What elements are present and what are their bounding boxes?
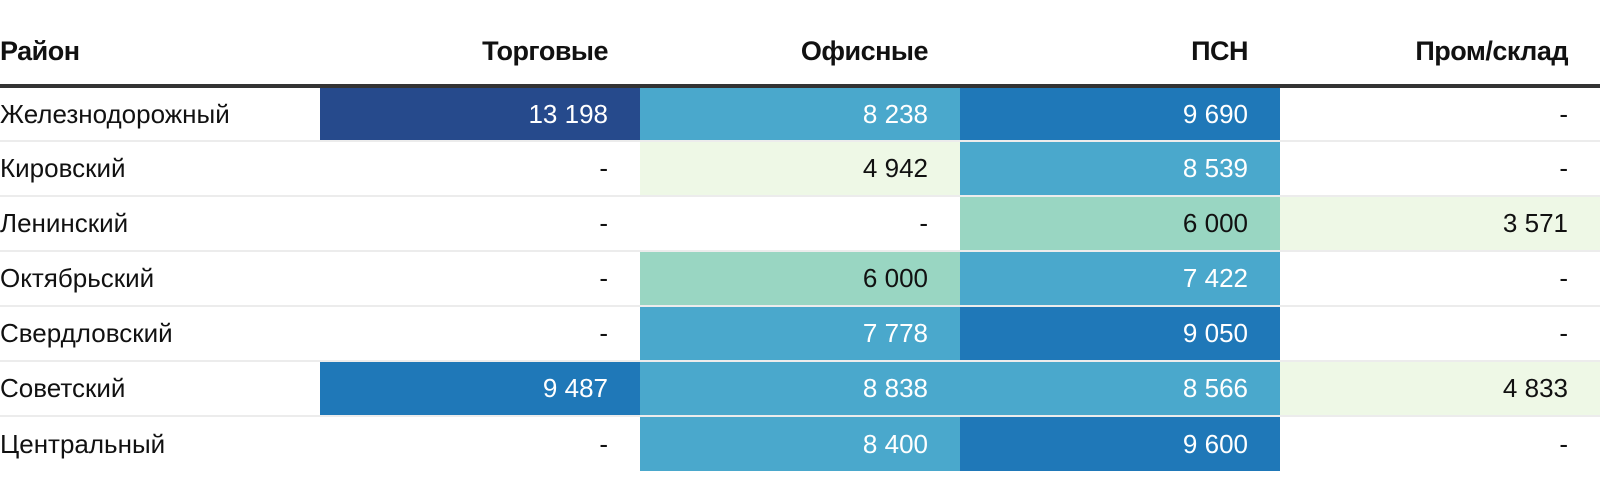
table-row: Октябрьский -6 000 7 422-	[0, 251, 1600, 307]
district-label: Советский	[0, 361, 320, 417]
heat-cell-psn: 8 539	[960, 141, 1280, 197]
heat-cell-psn: 9 050	[960, 306, 1280, 362]
heat-cell-psn: 9 690	[960, 86, 1280, 142]
empty-cell-retail: -	[320, 251, 640, 307]
empty-cell-industrial: -	[1559, 428, 1568, 459]
heat-cell-office: 8 238	[640, 86, 960, 142]
empty-cell-office: -	[640, 196, 960, 252]
table-row: Кировский -4 942 8 539-	[0, 141, 1600, 197]
empty-cell-retail: -	[320, 141, 640, 197]
column-header-psn: ПСН	[960, 0, 1280, 88]
header-row: Район Торговые Офисные ПСН Пром/склад	[0, 0, 1600, 88]
empty-cell-retail: -	[320, 306, 640, 362]
empty-cell-industrial: -	[1280, 86, 1600, 142]
heat-cell-industrial: 3 571	[1280, 196, 1600, 252]
district-label: Кировский	[0, 141, 320, 197]
district-label: Ленинский	[0, 196, 320, 252]
column-header-office: Офисные	[640, 0, 960, 88]
heat-cell-psn: 8 566	[960, 361, 1280, 417]
heat-cell-retail: 9 487	[320, 361, 640, 417]
heat-cell-office: 7 778	[640, 306, 960, 362]
heatmap-table: Район Торговые Офисные ПСН Пром/склад Же…	[0, 0, 1600, 471]
empty-cell-industrial: -	[1280, 306, 1600, 362]
heat-cell-psn: 6 000	[960, 196, 1280, 252]
empty-cell-industrial: -	[1280, 251, 1600, 307]
empty-cell-retail: -	[599, 428, 608, 459]
table-row: Центральный - 8 400 9 600 -	[0, 416, 1600, 471]
column-header-retail: Торговые	[320, 0, 640, 88]
district-label: Железнодорожный	[0, 86, 320, 142]
empty-cell-industrial: -	[1280, 141, 1600, 197]
heat-cell-office: 8 838	[640, 361, 960, 417]
heat-cell-industrial: 4 833	[1280, 361, 1600, 417]
column-header-industrial: Пром/склад	[1280, 0, 1600, 88]
district-label: Октябрьский	[0, 251, 320, 307]
district-label: Свердловский	[0, 306, 320, 362]
heat-cell-office: 8 400	[640, 416, 960, 471]
table-body: Железнодорожный 13 198 8 238 9 690- Кировски…	[0, 86, 1600, 471]
column-header-district: Район	[0, 0, 320, 88]
empty-cell-retail: -	[320, 196, 640, 252]
table-row: Советский 9 487 8 838 8 566 4 833	[0, 361, 1600, 417]
district-label: Центральный	[0, 428, 166, 459]
table-row: Свердловский -7 778 9 050-	[0, 306, 1600, 362]
table-row: Железнодорожный 13 198 8 238 9 690-	[0, 86, 1600, 142]
heat-cell-psn: 9 600	[960, 416, 1280, 471]
heat-cell-office: 6 000	[640, 251, 960, 307]
heat-cell-psn: 7 422	[960, 251, 1280, 307]
heat-cell-office: 4 942	[640, 141, 960, 197]
heat-cell-retail: 13 198	[320, 86, 640, 142]
table-row: Ленинский - -6 000 3 571	[0, 196, 1600, 252]
